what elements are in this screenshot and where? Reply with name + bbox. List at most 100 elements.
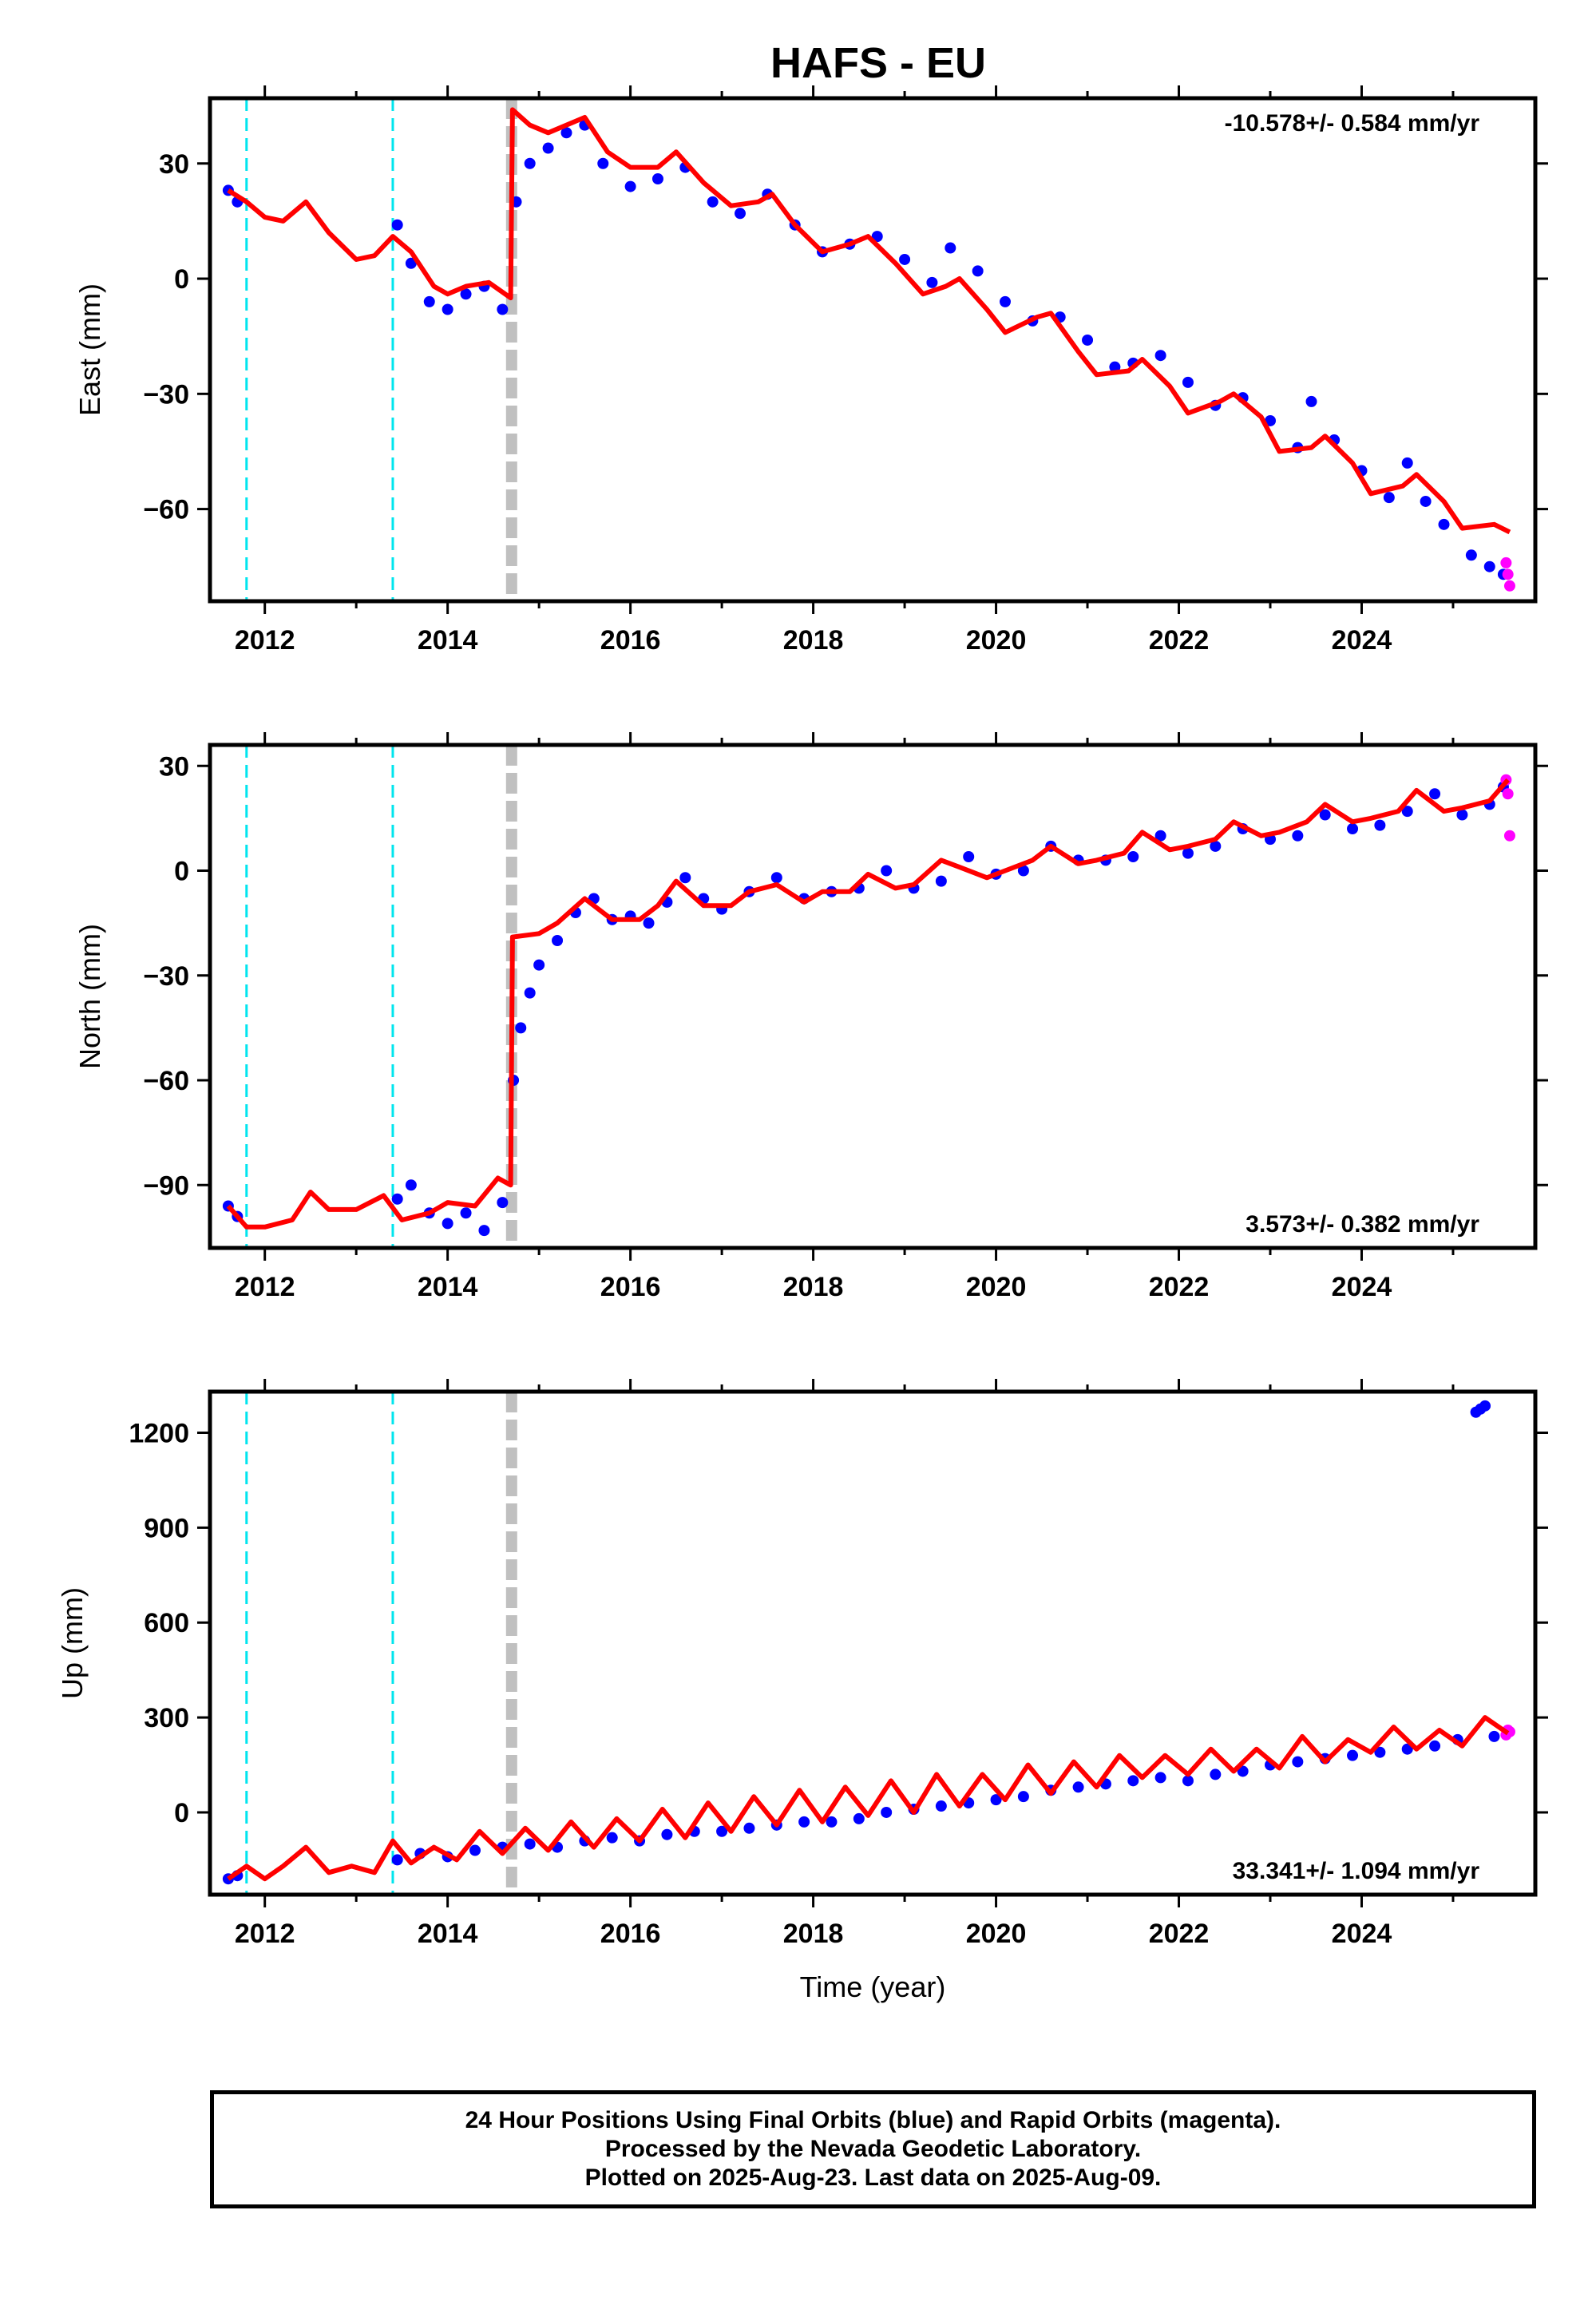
x-tick-label: 2018 — [783, 1272, 844, 1302]
final-orbit-point — [469, 1844, 481, 1856]
y-tick-label: 900 — [144, 1513, 189, 1543]
final-orbit-point — [460, 288, 472, 300]
final-orbit-point — [1429, 788, 1441, 800]
rapid-orbit-point — [1503, 830, 1515, 842]
plot-frame — [208, 1389, 1538, 1897]
final-orbit-point — [391, 219, 403, 231]
final-orbit-point — [1429, 1740, 1441, 1752]
final-orbit-point — [1292, 830, 1304, 842]
final-orbit-point — [963, 851, 975, 862]
x-tick-label: 2012 — [235, 1919, 295, 1949]
y-tick-label: 0 — [174, 857, 189, 887]
final-orbit-point — [552, 935, 564, 946]
final-orbit-point — [560, 127, 572, 139]
model-curve — [226, 778, 1510, 1230]
final-orbit-point — [405, 257, 417, 269]
final-orbit-point — [1374, 819, 1386, 831]
plot-frame — [208, 96, 1538, 604]
final-orbit-point — [1182, 376, 1194, 388]
final-orbit-point — [853, 1812, 865, 1824]
y-tick-label: 0 — [174, 1798, 189, 1828]
final-orbit-point — [1292, 1756, 1304, 1768]
final-orbit-point — [1127, 851, 1139, 862]
final-orbit-point — [1265, 414, 1276, 426]
final-orbit-point — [1237, 1765, 1249, 1777]
final-orbit-point — [770, 872, 782, 884]
final-orbit-point — [606, 1832, 618, 1844]
final-orbit-point — [497, 303, 509, 315]
final-orbit-point — [1483, 560, 1495, 572]
y-axis-label: East (mm) — [73, 283, 106, 416]
x-tick-label: 2024 — [1332, 625, 1392, 656]
final-orbit-point — [405, 1179, 417, 1191]
y-tick-label: −60 — [143, 495, 189, 525]
y-tick-label: 300 — [144, 1703, 189, 1733]
final-orbit-point — [743, 1822, 755, 1834]
x-tick-label: 2018 — [783, 625, 844, 656]
rate-label: 3.573+/- 0.382 mm/yr — [1246, 1211, 1479, 1238]
final-orbit-point — [1479, 1400, 1491, 1412]
panel-east: 30 0 −30 −60 2012 2014 2016 2018 2020 2022 2024 Eas… — [73, 85, 1548, 656]
final-orbit-point — [661, 1828, 673, 1840]
final-orbit-point — [460, 1207, 472, 1219]
rapid-orbit-point — [1503, 580, 1515, 592]
x-tick-label: 2016 — [600, 1919, 661, 1949]
final-orbit-point — [945, 242, 956, 254]
final-orbit-point — [1347, 823, 1359, 834]
y-axis-label: Up (mm) — [56, 1587, 89, 1699]
rapid-orbit-point — [1502, 568, 1514, 580]
final-orbit-point — [1210, 840, 1222, 852]
final-orbit-point — [990, 1794, 1002, 1806]
y-tick-label: −90 — [143, 1170, 189, 1201]
final-orbit-point — [524, 157, 536, 169]
x-tick-label: 2014 — [418, 1272, 478, 1302]
x-tick-label: 2012 — [235, 625, 295, 656]
final-orbit-point — [1154, 830, 1166, 842]
final-orbit-point — [423, 295, 435, 307]
final-orbit-point — [497, 1197, 509, 1209]
final-orbit-point — [391, 1193, 403, 1205]
model-curve — [227, 1715, 1510, 1882]
final-orbit-point — [1374, 1746, 1386, 1758]
final-orbit-point — [1438, 518, 1450, 530]
x-axis-label: Time (year) — [800, 1970, 946, 2003]
x-tick-label: 2022 — [1149, 625, 1210, 656]
chart-title: HAFS - EU — [770, 39, 986, 87]
rate-label: 33.341+/- 1.094 mm/yr — [1233, 1858, 1480, 1884]
x-tick-label: 2020 — [966, 1919, 1027, 1949]
final-orbit-point — [533, 959, 545, 971]
rapid-orbit-point — [1502, 788, 1514, 800]
final-orbit-point — [1072, 1781, 1084, 1793]
x-tick-label: 2020 — [966, 625, 1027, 656]
final-orbit-point — [597, 157, 609, 169]
x-tick-label: 2024 — [1332, 1919, 1392, 1949]
final-orbit-point — [1017, 1791, 1029, 1803]
y-tick-label: −60 — [143, 1066, 189, 1096]
final-orbit-point — [881, 1806, 893, 1818]
final-orbit-point — [1401, 1743, 1413, 1755]
final-orbit-point — [442, 303, 453, 315]
final-orbit-point — [1465, 549, 1477, 561]
final-orbit-point — [707, 196, 719, 208]
final-orbit-point — [1401, 806, 1413, 818]
x-tick-label: 2018 — [783, 1919, 844, 1949]
y-tick-label: 1200 — [129, 1419, 189, 1449]
y-tick-label: −30 — [143, 379, 189, 410]
y-tick-label: 30 — [159, 751, 189, 782]
final-orbit-point — [643, 917, 655, 929]
final-orbit-point — [1488, 1730, 1500, 1742]
rapid-orbit-point — [1500, 556, 1512, 568]
final-orbit-point — [899, 253, 911, 265]
final-orbit-point — [1154, 350, 1166, 362]
final-orbit-point — [1000, 295, 1011, 307]
final-orbit-point — [935, 875, 947, 887]
final-orbit-point — [1305, 395, 1317, 407]
final-orbit-point — [1017, 865, 1029, 877]
final-orbit-point — [651, 172, 663, 184]
rate-label: -10.578+/- 0.584 mm/yr — [1225, 110, 1480, 137]
x-tick-label: 2016 — [600, 1272, 661, 1302]
final-orbit-point — [972, 265, 984, 277]
final-orbit-point — [1182, 847, 1194, 859]
